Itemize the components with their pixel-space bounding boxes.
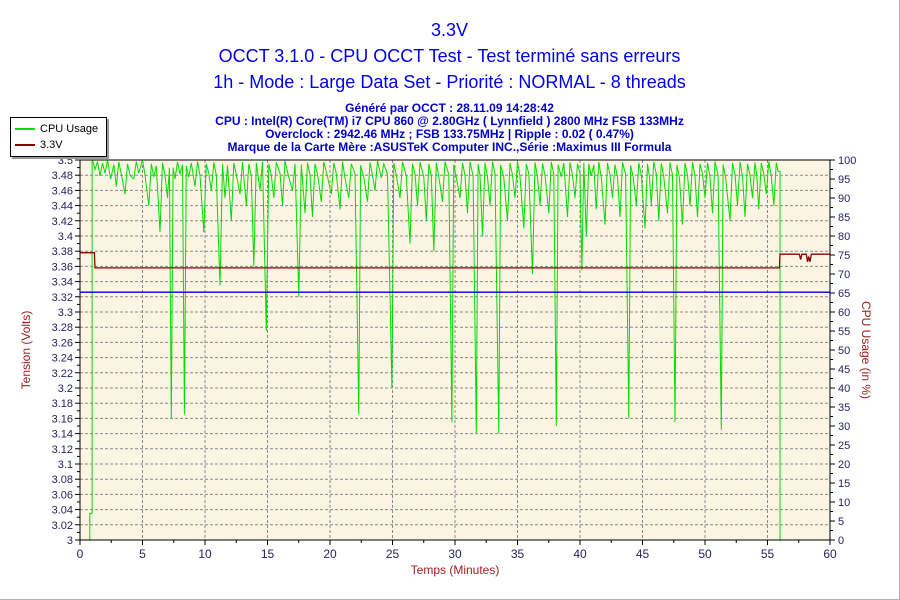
y-right-tick-label: 0 [838,535,844,547]
y-left-tick-label: 3.22 [52,368,73,380]
y-right-tick-label: 10 [838,497,850,509]
x-tick-label: 5 [139,547,146,561]
x-tick-label: 45 [636,547,650,561]
chart-legend: CPU Usage 3.3V [10,117,108,157]
y-left-tick-label: 3.02 [52,520,73,532]
x-tick-label: 55 [761,547,775,561]
overclock-info: Overclock : 2942.46 MHz ; FSB 133.75MHz … [265,127,634,141]
y-left-tick-label: 3.1 [58,459,73,471]
y-right-tick-label: 60 [838,307,850,319]
y-right-tick-label: 55 [838,326,850,338]
x-tick-label: 40 [573,547,587,561]
x-tick-label: 20 [323,547,337,561]
y-right-tick-label: 80 [838,231,850,243]
generated-timestamp: Généré par OCCT : 28.11.09 14:28:42 [345,101,554,115]
x-tick-label: 10 [198,547,212,561]
x-tick-label: 35 [511,547,525,561]
y-left-axis-title: Tension (Volts) [19,311,33,390]
y-left-tick-label: 3.36 [52,261,73,273]
cpu-info: CPU : Intel(R) Core(TM) i7 CPU 860 @ 2.8… [215,114,684,128]
y-left-tick-label: 3.3 [58,307,73,319]
y-left-tick-label: 3.14 [52,429,73,441]
y-left-tick-label: 3.4 [58,231,73,243]
y-right-tick-label: 30 [838,421,850,433]
y-left-tick-label: 3.34 [52,277,73,289]
motherboard-info: Marque de la Carte Mère :ASUSTeK Compute… [227,140,672,154]
cpu-usage-line-swatch [15,128,35,130]
x-axis-title: Temps (Minutes) [411,563,500,577]
y-left-tick-label: 3.28 [52,322,73,334]
y-right-tick-label: 85 [838,212,850,224]
y-right-tick-label: 40 [838,383,850,395]
y-right-tick-label: 65 [838,288,850,300]
voltage-line-swatch [15,144,35,146]
y-left-tick-label: 3.32 [52,292,73,304]
x-tick-label: 30 [448,547,462,561]
y-left-tick-label: 3.46 [52,185,73,197]
legend-item-cpu-usage: CPU Usage [15,121,98,137]
y-left-tick-label: 3.16 [52,413,73,425]
y-left-tick-label: 3.2 [58,383,73,395]
y-right-tick-label: 70 [838,269,850,281]
y-left-tick-label: 3.48 [52,170,73,182]
y-right-tick-label: 95 [838,174,850,186]
y-left-tick-label: 3.04 [52,505,73,517]
x-tick-label: 15 [261,547,275,561]
legend-label-cpu-usage: CPU Usage [40,123,99,135]
chart-title: 3.3V [430,20,469,40]
chart-subtitle-mode: 1h - Mode : Large Data Set - Priorité : … [213,72,686,92]
y-right-tick-label: 5 [838,516,844,528]
y-left-tick-label: 3.26 [52,337,73,349]
y-left-tick-label: 3.18 [52,398,73,410]
y-right-tick-label: 50 [838,345,850,357]
y-left-tick-label: 3.08 [52,474,73,486]
y-right-tick-label: 35 [838,402,850,414]
y-right-tick-label: 20 [838,459,850,471]
x-tick-label: 0 [77,547,84,561]
y-right-tick-label: 100 [838,155,856,167]
chart-subtitle-test: OCCT 3.1.0 - CPU OCCT Test - Test termin… [218,46,681,66]
x-tick-label: 25 [386,547,400,561]
x-tick-label: 60 [823,547,837,561]
y-left-tick-label: 3.06 [52,489,73,501]
y-left-tick-label: 3.38 [52,246,73,258]
y-right-tick-label: 15 [838,478,850,490]
y-right-tick-label: 45 [838,364,850,376]
y-right-tick-label: 25 [838,440,850,452]
y-left-tick-label: 3.44 [52,201,73,213]
y-right-tick-label: 75 [838,250,850,262]
legend-item-3-3v: 3.3V [15,137,98,153]
y-right-tick-label: 90 [838,193,850,205]
y-left-tick-label: 3 [67,535,73,547]
y-left-tick-label: 3.42 [52,216,73,228]
y-left-tick-label: 3.12 [52,444,73,456]
y-right-axis-title: CPU Usage (in %) [859,301,873,399]
3-3v-line [80,252,830,269]
y-left-tick-label: 3.24 [52,353,73,365]
cpu-usage-line [80,159,830,541]
x-tick-label: 50 [698,547,712,561]
legend-label-3-3v: 3.3V [40,139,63,151]
y-left-tick-label: 3.5 [58,155,73,167]
